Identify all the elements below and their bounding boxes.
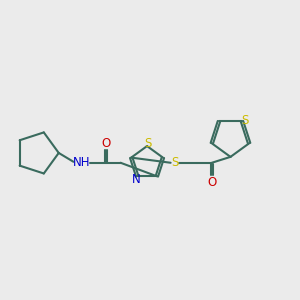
Text: S: S — [144, 136, 151, 150]
Text: NH: NH — [73, 156, 90, 169]
Text: S: S — [241, 114, 248, 127]
Text: N: N — [132, 173, 141, 186]
Text: O: O — [207, 176, 217, 189]
Text: S: S — [171, 156, 178, 169]
Text: O: O — [101, 136, 110, 150]
